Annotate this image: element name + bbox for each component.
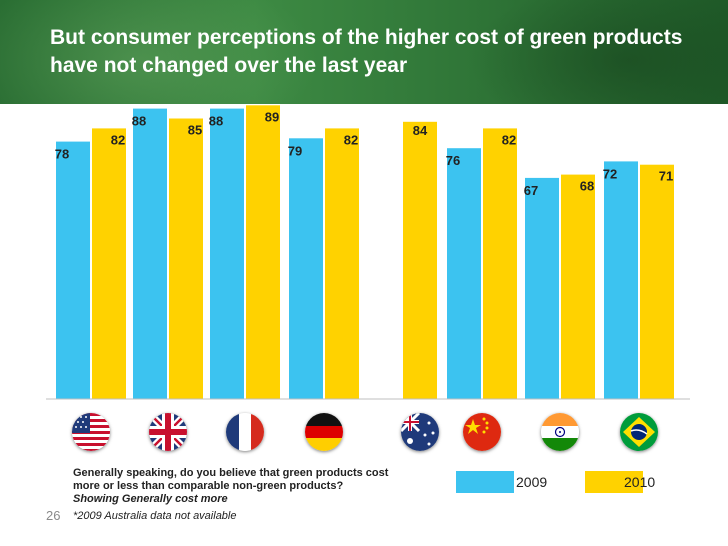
- bar-brazil-2009: [604, 161, 638, 399]
- legend-label-2010: 2010: [624, 474, 656, 490]
- bar-uk-2010: [169, 118, 203, 399]
- legend-label-2009: 2009: [516, 474, 548, 490]
- value-label-australia-2010: 84: [413, 123, 428, 138]
- bar-france-2009: [210, 108, 244, 399]
- value-label-usa-2010: 82: [111, 132, 125, 147]
- legend-swatch-2009: [456, 471, 514, 493]
- usa-flag-icon: [72, 413, 110, 451]
- bar-uk-2009: [133, 108, 167, 399]
- bar-india-2009: [525, 177, 559, 399]
- bar-germany-2010: [325, 128, 359, 399]
- india-flag-icon: [541, 413, 579, 451]
- showing-text: Showing Generally cost more: [73, 493, 228, 505]
- germany-flag-icon: [305, 413, 343, 451]
- australia-flag-icon: [401, 413, 439, 451]
- bar-brazil-2010: [640, 164, 674, 399]
- value-labels-group: 78 82 88 85 88 89 79 82 84 76 82 67 68 72 71: [55, 109, 673, 198]
- china-flag-icon: [463, 413, 501, 451]
- value-label-china-2010: 82: [502, 132, 516, 147]
- brazil-flag-icon: [620, 413, 658, 451]
- bar-china-2009: [447, 148, 481, 399]
- footnote-note: *2009 Australia data not available: [73, 510, 237, 522]
- bar-india-2010: [561, 174, 595, 399]
- value-label-china-2009: 76: [446, 153, 460, 168]
- bar-china-2010: [483, 128, 517, 399]
- value-label-germany-2009: 79: [288, 143, 302, 158]
- bar-australia-2010: [403, 121, 437, 400]
- value-label-india-2009: 67: [524, 183, 538, 198]
- survey-question: Generally speaking, do you believe that …: [73, 467, 413, 506]
- value-label-germany-2010: 82: [344, 132, 358, 147]
- value-label-brazil-2010: 71: [659, 169, 673, 184]
- bar-usa-2010: [92, 128, 126, 399]
- value-label-brazil-2009: 72: [603, 166, 617, 181]
- bars-group: [56, 105, 674, 400]
- bar-germany-2009: [289, 138, 323, 400]
- bar-usa-2009: [56, 141, 90, 399]
- value-label-uk-2010: 85: [188, 123, 202, 138]
- legend-swatch-2010: [585, 471, 643, 493]
- value-label-india-2010: 68: [580, 179, 594, 194]
- value-label-france-2009: 88: [209, 114, 223, 129]
- value-label-france-2010: 89: [265, 109, 279, 124]
- page-number: 26: [46, 508, 61, 523]
- question-text: Generally speaking, do you believe that …: [73, 467, 389, 492]
- value-label-uk-2009: 88: [132, 114, 146, 129]
- header-banner: [0, 0, 728, 104]
- value-label-usa-2009: 78: [55, 147, 69, 162]
- page-title: But consumer perceptions of the higher c…: [50, 26, 683, 77]
- bar-france-2010: [246, 105, 280, 400]
- france-flag-icon: [226, 413, 264, 451]
- uk-flag-icon: [149, 413, 187, 451]
